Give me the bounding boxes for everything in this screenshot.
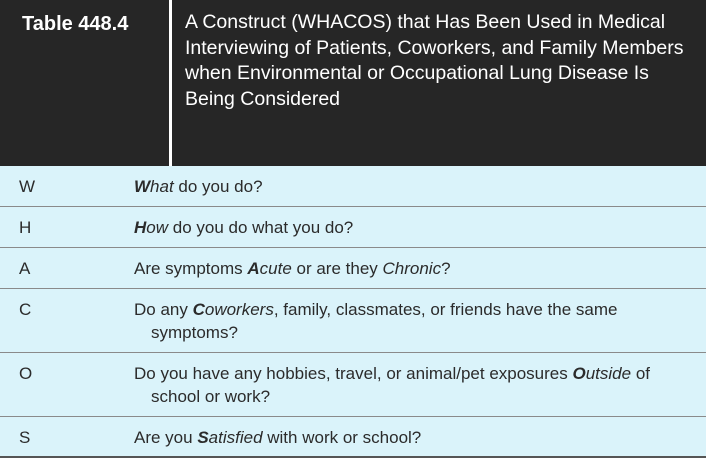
emphasis-text: utside xyxy=(585,364,632,383)
table-title: A Construct (WHACOS) that Has Been Used … xyxy=(185,11,684,110)
question-text: Are symptoms xyxy=(134,259,248,278)
table-row: C Do any Coworkers, family, classmates, … xyxy=(0,289,706,353)
table-row: S Are you Satisfied with work or school? xyxy=(0,417,706,458)
table-row: W What do you do? xyxy=(0,166,706,207)
row-letter: W xyxy=(19,177,36,196)
row-letter: S xyxy=(19,428,31,447)
question-text: , family, classmates, or friends have th… xyxy=(151,300,618,342)
acronym-letter: O xyxy=(572,364,586,383)
acronym-letter: C xyxy=(192,300,205,319)
question-text: with work or school? xyxy=(262,428,422,447)
row-letter: C xyxy=(19,300,32,319)
question-text: or are they xyxy=(291,259,383,278)
emphasis-text: hat xyxy=(150,177,174,196)
row-question: Are symptoms Acute or are they Chronic? xyxy=(134,248,706,287)
emphasis-text: atisfied xyxy=(208,428,263,447)
emphasis-text: Chronic xyxy=(382,259,442,278)
question-text: of school or work? xyxy=(151,364,650,406)
question-text: Are you xyxy=(134,428,198,447)
emphasis-text: ow xyxy=(146,218,169,237)
table-header: Table 448.4 A Construct (WHACOS) that Ha… xyxy=(0,0,706,166)
question-text: do you do? xyxy=(173,177,263,196)
row-question: Are you Satisfied with work or school? xyxy=(134,417,706,456)
acronym-letter: H xyxy=(134,218,147,237)
question-text: do you do what you do? xyxy=(168,218,354,237)
row-letter: O xyxy=(19,364,33,383)
table-row: H How do you do what you do? xyxy=(0,207,706,248)
question-text: Do any xyxy=(134,300,193,319)
table-row: O Do you have any hobbies, travel, or an… xyxy=(0,353,706,417)
acronym-letter: W xyxy=(134,177,151,196)
table-body: W What do you do? H How do you do what y… xyxy=(0,166,706,458)
row-question: Do any Coworkers, family, classmates, or… xyxy=(134,289,706,351)
table-number: Table 448.4 xyxy=(0,0,172,166)
row-letter: H xyxy=(19,218,32,237)
row-letter: A xyxy=(19,259,31,278)
acronym-letter: A xyxy=(247,259,260,278)
emphasis-text: cute xyxy=(259,259,292,278)
question-text: ? xyxy=(441,259,451,278)
row-question: Do you have any hobbies, travel, or anim… xyxy=(134,353,706,415)
row-question: How do you do what you do? xyxy=(134,207,706,246)
table-row: A Are symptoms Acute or are they Chronic… xyxy=(0,248,706,289)
acronym-letter: S xyxy=(197,428,209,447)
row-question: What do you do? xyxy=(134,166,706,205)
question-text: Do you have any hobbies, travel, or anim… xyxy=(134,364,573,383)
emphasis-text: oworkers xyxy=(204,300,274,319)
